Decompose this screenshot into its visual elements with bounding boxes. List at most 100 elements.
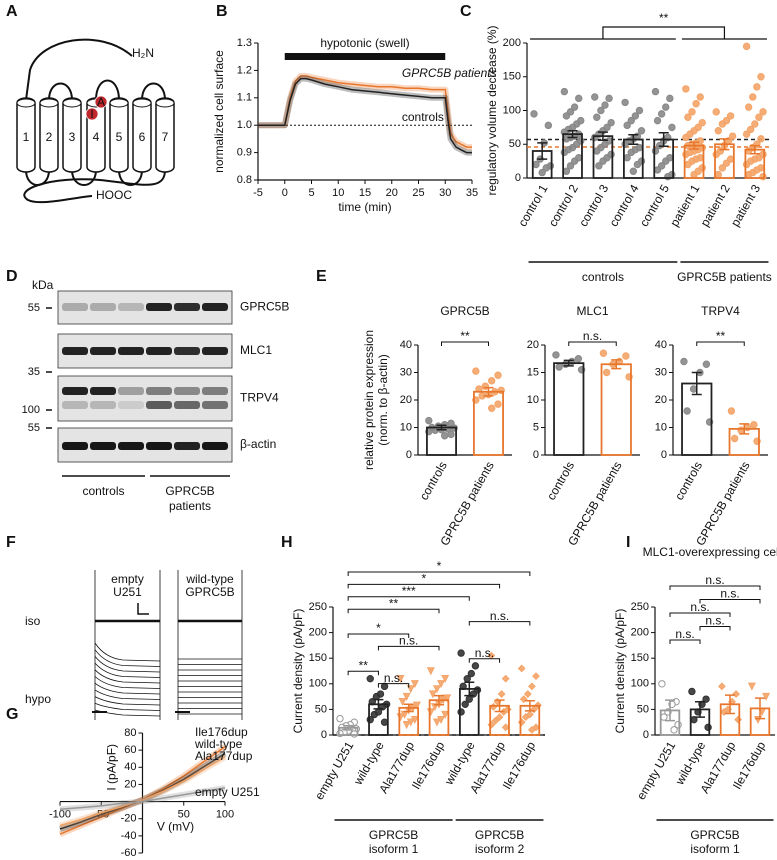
data-point — [601, 101, 609, 109]
error-bar — [749, 144, 760, 155]
series-label: controls — [402, 110, 444, 124]
significance-label: n.s. — [720, 587, 739, 601]
helix-top — [16, 98, 36, 108]
helix — [155, 97, 175, 173]
error-bar — [628, 134, 639, 145]
data-point — [530, 705, 538, 714]
data-point — [755, 113, 763, 121]
data-point — [702, 695, 710, 703]
data-point — [690, 170, 698, 179]
data-point — [728, 132, 737, 140]
helix-label: 7 — [162, 130, 169, 144]
data-point — [532, 160, 540, 169]
group-label: isoform 1 — [369, 842, 419, 856]
data-point — [660, 713, 668, 721]
significance-label: n.s. — [490, 609, 509, 623]
y-tick-label: 20 — [527, 339, 539, 351]
chart-title: MLC1-overexpressing cells — [643, 545, 777, 559]
y-tick-label: 15 — [527, 366, 539, 378]
x-tick-label: 0 — [282, 187, 288, 199]
data-point — [370, 710, 379, 719]
y-tick-label: 150 — [309, 652, 327, 664]
blot-unit: kDa — [32, 278, 54, 292]
x-tick-label: 20 — [386, 187, 398, 199]
hypo-trace — [94, 702, 161, 711]
x-tick-label: patient 3 — [728, 182, 763, 229]
y-tick-label: 60 — [124, 744, 136, 756]
comparison-bracket — [669, 612, 731, 617]
data-point — [657, 110, 666, 118]
comparison-bracket — [347, 583, 501, 589]
data-point — [396, 713, 405, 722]
data-point — [602, 368, 611, 377]
data-point — [574, 355, 583, 363]
data-point — [712, 150, 720, 159]
y-tick-label: 250 — [631, 601, 649, 613]
x-tick-label: 10 — [332, 187, 344, 199]
data-point — [653, 166, 662, 174]
data-point — [570, 157, 579, 165]
blot-band — [62, 401, 88, 409]
comparison-bracket — [602, 26, 726, 39]
hypo-trace — [94, 649, 161, 667]
error-bar — [436, 424, 447, 431]
data-point — [487, 404, 496, 412]
data-point — [517, 664, 526, 673]
significance-label: *** — [402, 584, 416, 598]
error-bar — [665, 699, 675, 722]
mw-marker: 35 — [28, 366, 40, 378]
error-bar — [563, 359, 574, 367]
series-label: Ile176dup — [195, 725, 248, 739]
error-bar — [689, 141, 700, 150]
data-point — [718, 164, 727, 172]
loop — [95, 79, 120, 101]
x-tick-label: -5 — [253, 187, 263, 199]
x-tick-label: 100 — [216, 808, 234, 820]
blot-band — [90, 347, 116, 355]
panel-label: F — [6, 534, 16, 551]
mutation-label: A — [97, 95, 105, 109]
panel-label: B — [216, 3, 228, 20]
data-point — [762, 692, 771, 701]
error-bar — [567, 130, 578, 139]
mutation-site — [94, 95, 108, 109]
data-point — [730, 434, 739, 443]
blot-group-label: patients — [169, 499, 211, 513]
y-axis-label: Current density (pA/pF) — [291, 609, 305, 734]
x-axis-label: time (min) — [338, 200, 391, 214]
data-point — [366, 715, 374, 724]
data-point — [742, 130, 751, 138]
significance-label: ** — [359, 658, 369, 672]
y-tick-label: 1.0 — [237, 119, 252, 131]
comparison-bracket — [377, 645, 440, 651]
data-point — [759, 108, 767, 116]
y-tick-label: 150 — [503, 71, 521, 83]
data-point — [698, 118, 706, 127]
y-tick-label: 20 — [655, 394, 667, 406]
blot-band — [174, 401, 200, 409]
y-tick-label: 1.1 — [237, 92, 252, 104]
cell-label: U251 — [113, 585, 142, 599]
data-point — [441, 674, 450, 683]
data-point — [495, 713, 504, 721]
data-point — [532, 672, 540, 681]
y-tick-label: -60 — [121, 847, 137, 859]
error-bar — [597, 131, 608, 141]
data-point — [471, 662, 480, 670]
data-point — [519, 695, 528, 704]
y-tick-label: 50 — [637, 703, 649, 715]
blot-band — [118, 401, 144, 409]
blot-band — [202, 303, 228, 311]
blot-band — [174, 347, 200, 355]
data-point — [428, 690, 437, 699]
error-bar — [719, 138, 730, 151]
y-tick-label: 30 — [655, 366, 667, 378]
data-point — [682, 150, 690, 159]
data-point — [727, 407, 736, 415]
data-point — [753, 83, 761, 91]
comparison-bracket — [441, 341, 489, 346]
group-label: isoform 2 — [475, 842, 525, 856]
helix-top — [155, 98, 175, 108]
y-tick-label: 5 — [533, 421, 539, 433]
blot-band — [118, 303, 144, 311]
